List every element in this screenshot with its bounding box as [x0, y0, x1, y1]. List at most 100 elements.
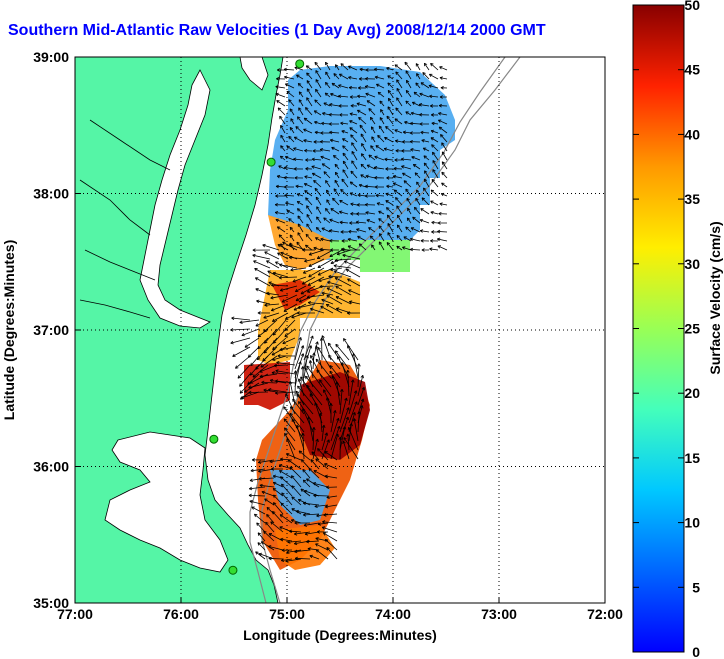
velocity-arrowhead: [313, 247, 317, 251]
velocity-arrowhead: [394, 159, 398, 162]
velocity-arrowhead: [251, 458, 255, 461]
velocity-arrowhead: [304, 259, 307, 262]
velocity-arrow: [321, 299, 334, 305]
velocity-arrowhead: [284, 166, 288, 168]
velocity-arrow: [328, 354, 341, 370]
velocity-arrowhead: [322, 520, 326, 523]
velocity-arrow: [277, 226, 286, 233]
velocity-arrow: [410, 248, 421, 251]
velocity-arrowhead: [330, 138, 334, 141]
velocity-arrowhead: [248, 493, 252, 496]
velocity-arrow: [294, 136, 304, 143]
velocity-arrowhead: [356, 212, 360, 215]
velocity-arrow: [296, 193, 304, 197]
velocity-arrowhead: [316, 216, 320, 219]
velocity-arrow: [285, 83, 295, 89]
velocity-arrowhead: [272, 511, 274, 515]
velocity-arrowhead: [313, 140, 317, 143]
velocity-arrowhead: [356, 204, 360, 207]
velocity-arrowhead: [305, 367, 308, 371]
velocity-arrow: [344, 260, 361, 269]
colorbar-tick-label: 5: [692, 579, 700, 595]
velocity-arrow: [284, 427, 296, 442]
velocity-arrow: [375, 145, 385, 152]
velocity-arrow: [256, 346, 269, 361]
velocity-arrowhead: [276, 174, 281, 177]
velocity-arrow: [275, 391, 296, 394]
velocity-arrow: [270, 294, 289, 299]
velocity-arrowhead: [289, 466, 293, 469]
velocity-arrowhead: [304, 176, 308, 179]
velocity-arrowhead: [324, 451, 327, 455]
velocity-arrowhead: [249, 380, 253, 384]
velocity-arrowhead: [277, 355, 281, 358]
velocity-arrowhead: [315, 543, 318, 547]
velocity-arrow: [308, 302, 325, 305]
velocity-arrowhead: [291, 418, 295, 421]
velocity-arrow: [314, 121, 322, 125]
velocity-arrowhead: [386, 176, 390, 179]
velocity-arrowhead: [303, 117, 306, 122]
velocity-arrowhead: [244, 389, 247, 393]
velocity-arrowhead: [296, 208, 299, 212]
velocity-arrow: [441, 161, 448, 170]
velocity-arrowhead: [266, 507, 269, 511]
velocity-arrowhead: [298, 83, 302, 85]
velocity-arrow: [323, 171, 331, 179]
velocity-arrowhead: [442, 151, 446, 154]
velocity-arrow: [297, 385, 314, 406]
velocity-arrow: [305, 107, 313, 116]
colorbar-tick-label: 30: [684, 256, 700, 272]
velocity-arrow: [317, 249, 334, 259]
velocity-arrowhead: [274, 202, 278, 206]
velocity-arrow: [289, 530, 302, 533]
velocity-arrowhead: [424, 178, 428, 181]
velocity-arrowhead: [281, 492, 283, 496]
velocity-arrowhead: [339, 220, 343, 223]
velocity-arrowhead: [412, 216, 416, 219]
velocity-arrowhead: [294, 556, 299, 559]
velocity-arrowhead: [333, 155, 337, 157]
velocity-arrowhead: [230, 342, 234, 345]
velocity-arrowhead: [305, 159, 309, 162]
y-tick-label: 35:00: [33, 595, 69, 611]
velocity-arrow: [263, 530, 275, 542]
colorbar-tick-label: 20: [684, 385, 700, 401]
velocity-arrow: [335, 64, 340, 71]
velocity-arrowhead: [293, 307, 297, 311]
velocity-arrow: [271, 372, 287, 375]
velocity-arrowhead: [386, 66, 390, 69]
velocity-arrowhead: [351, 160, 355, 163]
velocity-arrow: [323, 532, 338, 542]
velocity-arrowhead: [378, 211, 381, 214]
velocity-arrowhead: [275, 195, 279, 198]
velocity-arrow: [340, 122, 349, 125]
station-marker: [209, 434, 219, 444]
velocity-arrow: [357, 235, 367, 242]
velocity-arrowhead: [295, 297, 298, 301]
velocity-arrowhead: [364, 195, 368, 198]
velocity-arrow: [414, 206, 421, 215]
velocity-arrowhead: [312, 149, 316, 152]
velocity-arrowhead: [415, 197, 419, 201]
velocity-arrow: [430, 63, 439, 71]
velocity-arrow: [350, 170, 358, 179]
velocity-arrowhead: [405, 188, 409, 191]
velocity-arrowhead: [283, 308, 286, 312]
velocity-arrowhead: [302, 408, 306, 411]
velocity-arrowhead: [254, 513, 258, 516]
velocity-arrow: [314, 110, 322, 116]
velocity-arrow: [376, 83, 385, 89]
velocity-arrow: [349, 127, 358, 134]
velocity-arrowhead: [329, 365, 333, 367]
velocity-arrowhead: [341, 178, 345, 181]
velocity-arrowhead: [315, 88, 319, 91]
velocity-arrowhead: [359, 405, 363, 408]
velocity-arrowhead: [352, 353, 354, 357]
velocity-arrowhead: [440, 193, 444, 197]
velocity-arrowhead: [305, 168, 309, 171]
velocity-arrowhead: [280, 134, 284, 138]
velocity-arrow: [411, 156, 421, 161]
velocity-arrowhead: [332, 198, 334, 202]
velocity-arrowhead: [331, 147, 334, 151]
